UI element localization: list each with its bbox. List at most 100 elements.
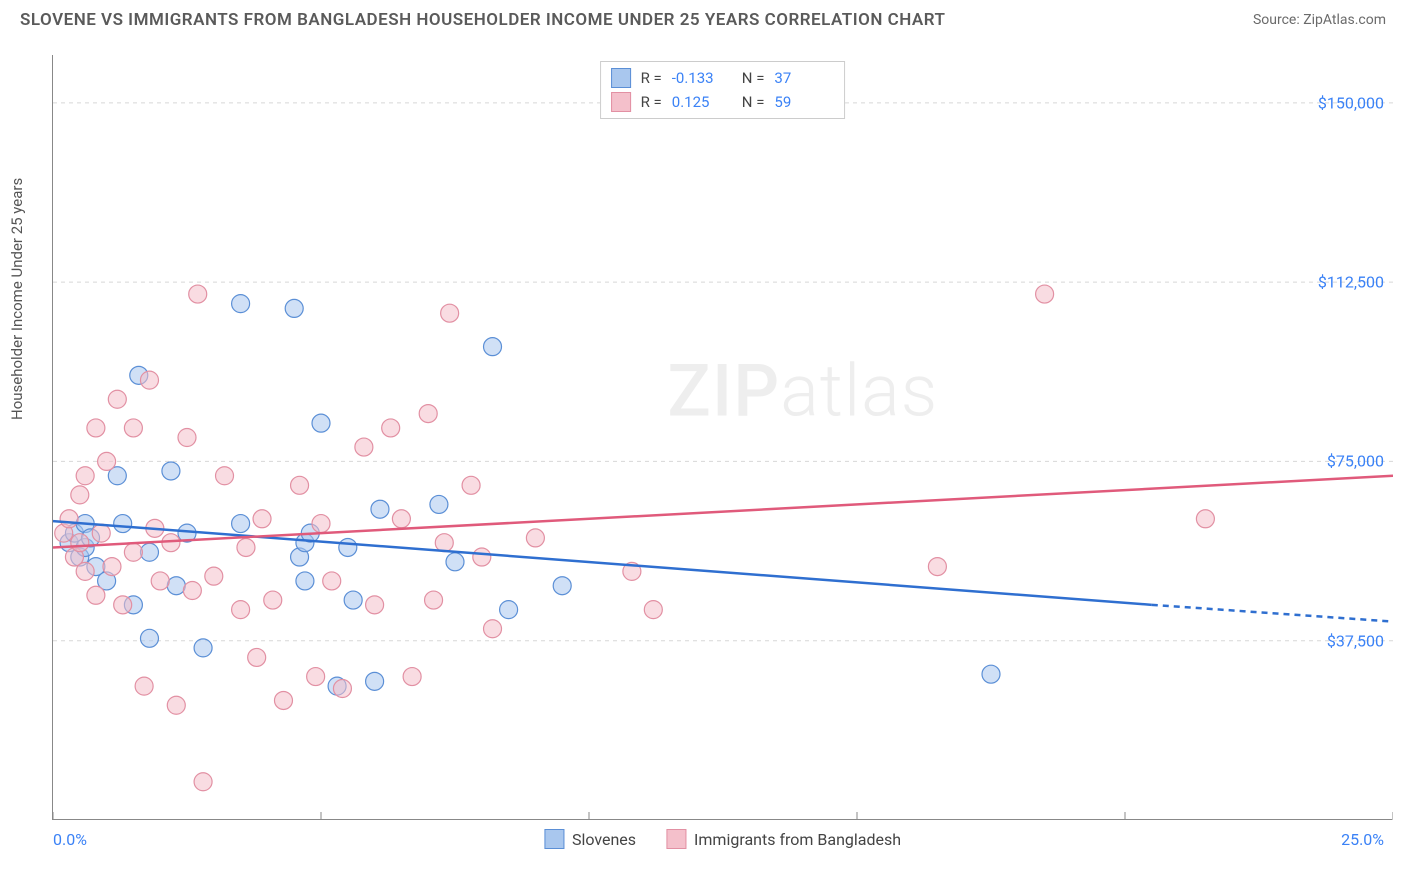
data-point <box>232 515 250 533</box>
x-tick-max: 25.0% <box>1341 830 1384 849</box>
data-point <box>274 691 292 709</box>
r-label: R = <box>641 93 662 111</box>
data-point <box>344 591 362 609</box>
data-point <box>333 680 351 698</box>
trend-line <box>53 476 1393 548</box>
data-point <box>435 534 453 552</box>
series-legend-item: Slovenes <box>544 829 636 849</box>
data-point <box>296 572 314 590</box>
correlation-legend-row: R = -0.133 N = 37 <box>611 66 835 90</box>
data-point <box>178 429 196 447</box>
data-point <box>928 558 946 576</box>
r-value: -0.133 <box>672 69 732 87</box>
data-point <box>135 677 153 695</box>
data-point <box>87 419 105 437</box>
data-point <box>205 567 223 585</box>
legend-swatch <box>544 829 564 849</box>
data-point <box>473 548 491 566</box>
trend-line-extrapolated <box>1152 605 1393 622</box>
legend-swatch <box>611 68 631 88</box>
data-point <box>312 515 330 533</box>
data-point <box>253 510 271 528</box>
data-point <box>312 414 330 432</box>
data-point <box>553 577 571 595</box>
data-point <box>92 524 110 542</box>
chart-title: SLOVENE VS IMMIGRANTS FROM BANGLADESH HO… <box>20 10 946 30</box>
data-point <box>167 696 185 714</box>
r-value: 0.125 <box>672 93 732 111</box>
correlation-legend-row: R =0.125N =59 <box>611 90 835 114</box>
scatter-plot-svg <box>53 55 1393 820</box>
data-point <box>382 419 400 437</box>
data-point <box>108 390 126 408</box>
data-point <box>644 601 662 619</box>
data-point <box>446 553 464 571</box>
data-point <box>323 572 341 590</box>
chart-area: ZIPatlas R =-0.133N =37R =0.125N =59 $37… <box>52 55 1392 820</box>
data-point <box>140 629 158 647</box>
legend-swatch <box>611 92 631 112</box>
trend-line <box>53 521 1152 605</box>
data-point <box>151 572 169 590</box>
data-point <box>162 462 180 480</box>
data-point <box>1196 510 1214 528</box>
data-point <box>114 596 132 614</box>
legend-swatch <box>666 829 686 849</box>
y-tick-label: $75,000 <box>1327 452 1384 471</box>
data-point <box>307 668 325 686</box>
r-label: R = <box>641 69 662 87</box>
data-point <box>291 476 309 494</box>
y-tick-label: $150,000 <box>1318 93 1384 112</box>
data-point <box>462 476 480 494</box>
data-point <box>216 467 234 485</box>
source-prefix: Source: <box>1253 12 1303 28</box>
data-point <box>140 543 158 561</box>
data-point <box>285 299 303 317</box>
series-legend: Slovenes Immigrants from Bangladesh <box>544 829 901 849</box>
data-point <box>441 304 459 322</box>
data-point <box>366 596 384 614</box>
data-point <box>76 467 94 485</box>
series-legend-item: Immigrants from Bangladesh <box>666 829 901 849</box>
y-tick-label: $112,500 <box>1318 273 1384 292</box>
x-tick-min: 0.0% <box>53 830 87 849</box>
data-point <box>371 500 389 518</box>
y-axis-label: Householder Income Under 25 years <box>8 178 26 420</box>
series-legend-label: Immigrants from Bangladesh <box>694 830 901 849</box>
data-point <box>232 601 250 619</box>
data-point <box>194 639 212 657</box>
data-point <box>430 495 448 513</box>
plot-area: ZIPatlas R =-0.133N =37R =0.125N =59 $37… <box>52 55 1392 820</box>
data-point <box>526 529 544 547</box>
chart-header: SLOVENE VS IMMIGRANTS FROM BANGLADESH HO… <box>0 0 1406 36</box>
data-point <box>140 371 158 389</box>
n-value: 59 <box>774 93 834 111</box>
data-point <box>339 538 357 556</box>
data-point <box>237 538 255 556</box>
data-point <box>76 562 94 580</box>
series-legend-label: Slovenes <box>572 830 636 849</box>
correlation-legend: R =-0.133N =37R =0.125N =59 <box>600 61 846 119</box>
data-point <box>264 591 282 609</box>
data-point <box>484 338 502 356</box>
data-point <box>189 285 207 303</box>
n-value: 37 <box>774 69 834 87</box>
data-point <box>124 543 142 561</box>
data-point <box>60 510 78 528</box>
y-tick-label: $37,500 <box>1327 631 1384 650</box>
data-point <box>248 648 266 666</box>
data-point <box>419 405 437 423</box>
data-point <box>87 586 105 604</box>
data-point <box>484 620 502 638</box>
data-point <box>124 419 142 437</box>
source-value: ZipAtlas.com <box>1303 12 1386 28</box>
data-point <box>183 582 201 600</box>
data-point <box>982 665 1000 683</box>
data-point <box>167 577 185 595</box>
data-point <box>71 486 89 504</box>
data-point <box>403 668 421 686</box>
n-label: N = <box>742 69 765 87</box>
data-point <box>232 295 250 313</box>
data-point <box>114 515 132 533</box>
data-point <box>98 452 116 470</box>
